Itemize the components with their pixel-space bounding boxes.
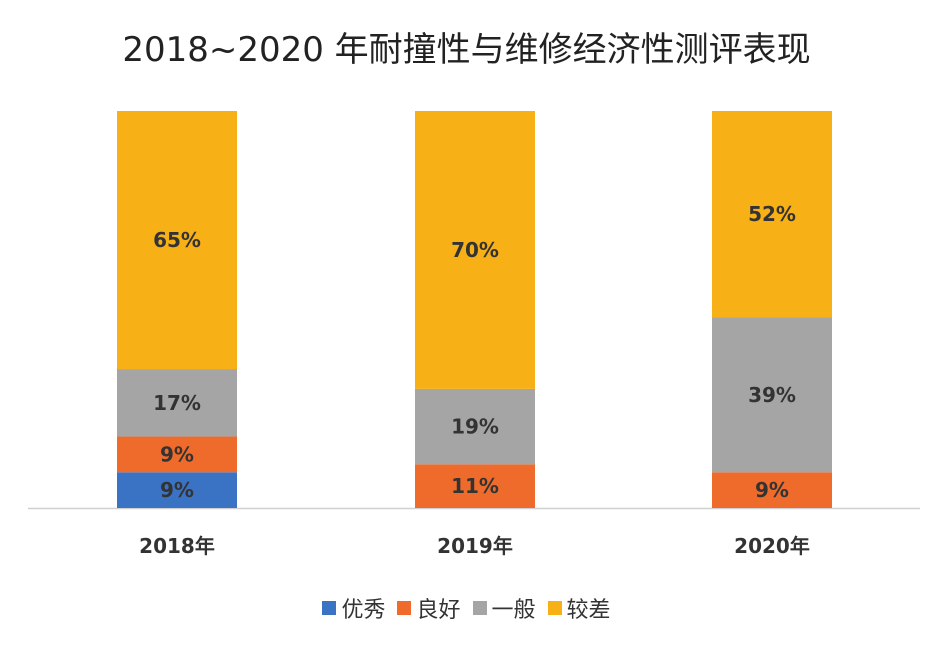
bar-segment xyxy=(415,464,535,508)
legend-item: 一般 xyxy=(472,592,536,624)
data-label: 19% xyxy=(451,415,499,439)
bar-segment xyxy=(712,317,832,473)
legend-label: 优秀 xyxy=(341,598,386,623)
chart-title: 2018~2020 年耐撞性与维修经济性测评表现 xyxy=(122,30,811,70)
data-label: 9% xyxy=(755,478,789,502)
x-tick-label: 2018年 xyxy=(139,534,215,558)
bar-segment xyxy=(117,472,237,508)
legend-item: 优秀 xyxy=(322,592,385,624)
x-tick-label: 2020年 xyxy=(734,534,810,558)
data-label: 39% xyxy=(748,383,796,407)
bar-segment xyxy=(415,388,535,465)
bar-segment xyxy=(117,436,237,473)
legend-swatch xyxy=(322,601,337,615)
data-label: 11% xyxy=(451,474,499,498)
bar-segment xyxy=(712,111,832,318)
legend-item: 良好 xyxy=(397,592,461,624)
legend-label: 较差 xyxy=(566,598,611,623)
bar-segment xyxy=(712,472,832,508)
legend-swatch xyxy=(397,601,412,615)
bar-segment xyxy=(117,111,237,370)
legend: 优秀 良好 一般 较差 xyxy=(0,592,933,624)
data-label: 52% xyxy=(748,202,796,226)
bar-segment xyxy=(415,111,535,389)
legend-label: 一般 xyxy=(491,598,536,623)
legend-swatch xyxy=(472,601,487,615)
data-label: 9% xyxy=(160,442,194,466)
legend-swatch xyxy=(547,601,562,615)
legend-label: 良好 xyxy=(416,598,461,623)
bar-segment xyxy=(117,369,237,437)
x-tick-label: 2019年 xyxy=(437,534,513,558)
legend-item: 较差 xyxy=(547,592,611,624)
data-label: 17% xyxy=(153,391,201,415)
data-label: 65% xyxy=(153,228,201,252)
data-label: 70% xyxy=(451,238,499,262)
data-label: 9% xyxy=(160,478,194,502)
